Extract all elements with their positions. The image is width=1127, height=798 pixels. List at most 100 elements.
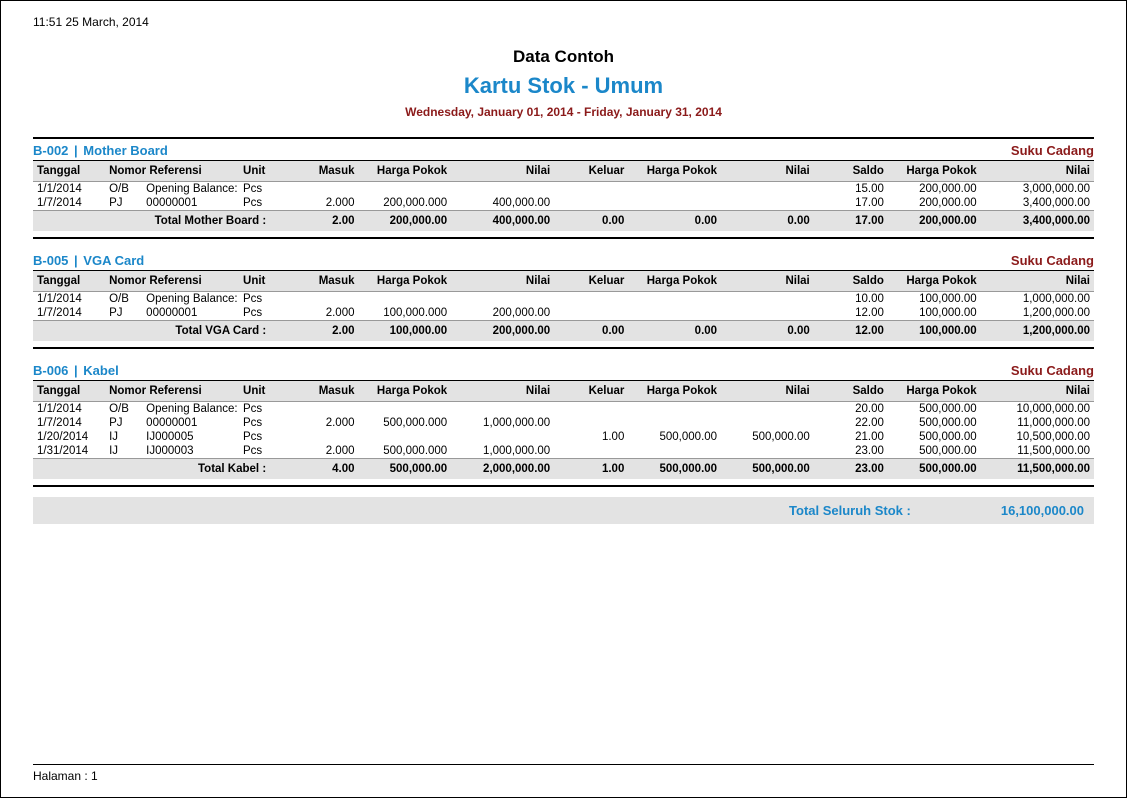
cell: [721, 402, 814, 417]
cell: 21.00: [814, 430, 888, 444]
cell: 1/31/2014: [33, 444, 105, 459]
total-cell: 500,000.00: [888, 459, 981, 480]
cell: O/B: [105, 292, 142, 307]
cell: [554, 416, 628, 430]
total-cell: 2.00: [278, 321, 358, 342]
table-row: 1/7/2014PJ00000001Pcs2.000100,000.000200…: [33, 306, 1094, 321]
cell: 100,000.00: [888, 292, 981, 307]
total-cell: 400,000.00: [451, 211, 554, 232]
column-header: Harga Pokok: [359, 161, 452, 182]
cell: 200,000.00: [888, 182, 981, 197]
report-page: 11:51 25 March, 2014 Data Contoh Kartu S…: [0, 0, 1127, 798]
cell: [451, 182, 554, 197]
cell: [359, 402, 452, 417]
column-header: Nilai: [451, 161, 554, 182]
total-cell: 1,200,000.00: [981, 321, 1094, 342]
total-cell: 3,400,000.00: [981, 211, 1094, 232]
cell: [554, 182, 628, 197]
column-header: Harga Pokok: [359, 381, 452, 402]
column-header: Masuk: [278, 381, 358, 402]
cell: 23.00: [814, 444, 888, 459]
column-header: Harga Pokok: [628, 161, 721, 182]
section: B-005 | VGA CardSuku CadangTanggalNomor …: [33, 249, 1094, 349]
column-header: Nilai: [721, 381, 814, 402]
cell: [554, 292, 628, 307]
cell: 2.000: [278, 444, 358, 459]
table-row: 1/7/2014PJ00000001Pcs2.000200,000.000400…: [33, 196, 1094, 211]
total-cell: 0.00: [554, 321, 628, 342]
cell: [451, 430, 554, 444]
table-row: 1/1/2014O/BOpening Balance:Pcs20.00500,0…: [33, 402, 1094, 417]
cell: 1/1/2014: [33, 292, 105, 307]
cell: 2.000: [278, 196, 358, 211]
cell: [628, 402, 721, 417]
section-code-name: B-002 | Mother Board: [33, 143, 168, 158]
column-header: Harga Pokok: [628, 381, 721, 402]
total-cell: 500,000.00: [359, 459, 452, 480]
cell: 200,000.00: [888, 196, 981, 211]
column-header: Tanggal: [33, 271, 105, 292]
cell: [721, 444, 814, 459]
cell: 1/1/2014: [33, 182, 105, 197]
cell: Opening Balance:: [142, 402, 239, 417]
total-cell: 200,000.00: [451, 321, 554, 342]
cell: 22.00: [814, 416, 888, 430]
total-cell: 0.00: [554, 211, 628, 232]
cell: 15.00: [814, 182, 888, 197]
cell: 2.000: [278, 306, 358, 321]
cell: 00000001: [142, 196, 239, 211]
cell: 00000001: [142, 306, 239, 321]
table-header-row: TanggalNomor ReferensiUnitMasukHarga Pok…: [33, 161, 1094, 182]
column-header: Unit: [239, 381, 278, 402]
cell: 200,000.00: [451, 306, 554, 321]
separator: |: [70, 143, 81, 158]
column-header: Unit: [239, 271, 278, 292]
section-divider: [33, 237, 1094, 239]
cell: [628, 306, 721, 321]
cell: 1/1/2014: [33, 402, 105, 417]
cell: [554, 196, 628, 211]
table-row: 1/20/2014IJIJ000005Pcs1.00500,000.00500,…: [33, 430, 1094, 444]
column-header: Harga Pokok: [888, 271, 981, 292]
cell: 1,000,000.00: [451, 444, 554, 459]
column-header: Unit: [239, 161, 278, 182]
cell: 400,000.00: [451, 196, 554, 211]
cell: 10.00: [814, 292, 888, 307]
sections-container: B-002 | Mother BoardSuku CadangTanggalNo…: [33, 139, 1094, 487]
cell: 500,000.00: [721, 430, 814, 444]
cell: 00000001: [142, 416, 239, 430]
column-header: Keluar: [554, 271, 628, 292]
report-title: Data Contoh: [33, 47, 1094, 67]
cell: IJ: [105, 430, 142, 444]
column-header: Masuk: [278, 271, 358, 292]
cell: Pcs: [239, 416, 278, 430]
cell: [721, 196, 814, 211]
total-cell: 0.00: [628, 321, 721, 342]
cell: 11,500,000.00: [981, 444, 1094, 459]
table-row: 1/31/2014IJIJ000003Pcs2.000500,000.0001,…: [33, 444, 1094, 459]
cell: 500,000.00: [888, 416, 981, 430]
cell: 3,000,000.00: [981, 182, 1094, 197]
column-header: Nilai: [981, 381, 1094, 402]
cell: [628, 292, 721, 307]
total-cell: 200,000.00: [888, 211, 981, 232]
section: B-002 | Mother BoardSuku CadangTanggalNo…: [33, 139, 1094, 239]
column-header: Nilai: [981, 271, 1094, 292]
report-subtitle: Kartu Stok - Umum: [33, 73, 1094, 99]
total-cell: 17.00: [814, 211, 888, 232]
page-footer: Halaman : 1: [33, 764, 1094, 783]
total-cell: 2,000,000.00: [451, 459, 554, 480]
total-cell: 4.00: [278, 459, 358, 480]
cell: 500,000.00: [628, 430, 721, 444]
cell: 1/7/2014: [33, 416, 105, 430]
total-cell: 2.00: [278, 211, 358, 232]
cell: Opening Balance:: [142, 292, 239, 307]
total-cell: 0.00: [721, 211, 814, 232]
total-cell: 100,000.00: [888, 321, 981, 342]
cell: Pcs: [239, 444, 278, 459]
column-header: Nilai: [721, 271, 814, 292]
cell: [628, 416, 721, 430]
cell: [278, 430, 358, 444]
item-code: B-002: [33, 143, 68, 158]
total-cell: 23.00: [814, 459, 888, 480]
